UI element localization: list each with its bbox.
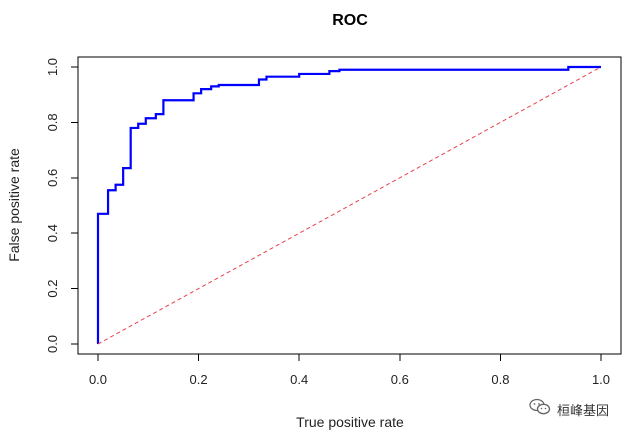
x-tick-label: 0.8 bbox=[491, 372, 509, 387]
y-tick-label: 0.8 bbox=[45, 113, 60, 131]
x-tick-label: 0.2 bbox=[190, 372, 208, 387]
roc-curve-line bbox=[96, 65, 601, 344]
y-tick-label: 1.0 bbox=[45, 58, 60, 76]
y-tick-label: 0.4 bbox=[45, 224, 60, 242]
x-tick-label: 0.0 bbox=[89, 372, 107, 387]
y-tick-label: 0.0 bbox=[45, 335, 60, 353]
y-axis: 0.0 0.2 0.4 0.6 0.8 1.0 bbox=[45, 58, 79, 353]
x-axis-label: True positive rate bbox=[296, 414, 404, 430]
x-tick-label: 0.4 bbox=[290, 372, 308, 387]
y-axis-label: False positive rate bbox=[6, 148, 22, 262]
watermark: 桓峰基因 bbox=[529, 398, 609, 420]
wechat-icon bbox=[529, 398, 551, 421]
y-tick-label: 0.2 bbox=[45, 280, 60, 298]
watermark-text: 桓峰基因 bbox=[557, 403, 610, 419]
series-layer bbox=[96, 65, 602, 345]
x-tick-label: 0.6 bbox=[391, 372, 409, 387]
chart-title: ROC bbox=[332, 12, 368, 29]
x-tick-label: 1.0 bbox=[592, 372, 610, 387]
reference-diagonal-line bbox=[97, 66, 602, 345]
x-axis: 0.0 0.2 0.4 0.6 0.8 1.0 bbox=[89, 353, 610, 387]
y-tick-label: 0.6 bbox=[45, 169, 60, 187]
